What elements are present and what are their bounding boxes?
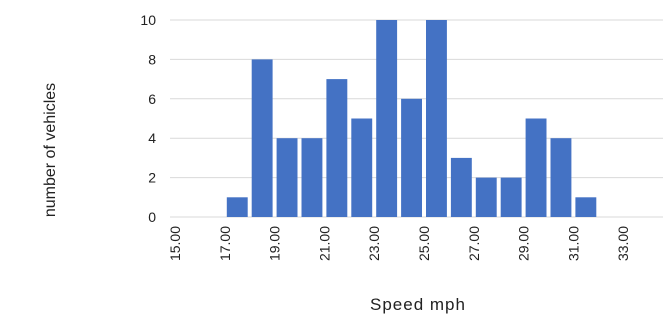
- y-tick-label: 4: [148, 130, 156, 146]
- x-tick-label: 17.00: [217, 226, 233, 261]
- bar: [326, 79, 348, 217]
- x-tick-labels: 15.00 17.00 19.00 21.00 23.00 25.00 27.00 29.00…: [167, 226, 631, 261]
- x-tick-label: 29.00: [516, 226, 532, 261]
- x-tick-label: 21.00: [316, 226, 332, 261]
- bar: [575, 197, 597, 217]
- y-tick-label: 10: [140, 12, 156, 28]
- bar: [226, 197, 248, 217]
- x-tick-label: 33.00: [615, 226, 631, 261]
- bar: [450, 157, 472, 217]
- bar: [500, 177, 522, 217]
- bar: [401, 98, 422, 217]
- x-tick-label: 15.00: [167, 226, 183, 261]
- bar: [251, 59, 273, 218]
- bars: [226, 20, 597, 218]
- y-tick-label: 2: [148, 170, 156, 186]
- bar: [301, 138, 323, 217]
- y-tick-labels: 0 2 4 6 8 10: [140, 12, 156, 225]
- y-tick-label: 0: [148, 209, 156, 225]
- bar: [426, 20, 447, 217]
- x-tick-label: 25.00: [416, 226, 432, 261]
- bar: [550, 138, 572, 217]
- bar: [351, 118, 373, 217]
- x-tick-label: 31.00: [565, 226, 581, 261]
- bar: [276, 138, 298, 217]
- x-tick-label: 19.00: [267, 226, 283, 261]
- x-axis-label: Speed mph: [370, 295, 466, 314]
- y-tick-label: 6: [148, 91, 156, 107]
- bar: [525, 118, 547, 217]
- bar: [376, 20, 398, 217]
- x-tick-label: 23.00: [366, 226, 382, 261]
- y-axis-label: number of vehicles: [42, 83, 59, 217]
- bar: [475, 177, 497, 217]
- x-tick-label: 27.00: [466, 226, 482, 261]
- y-tick-label: 8: [148, 51, 156, 67]
